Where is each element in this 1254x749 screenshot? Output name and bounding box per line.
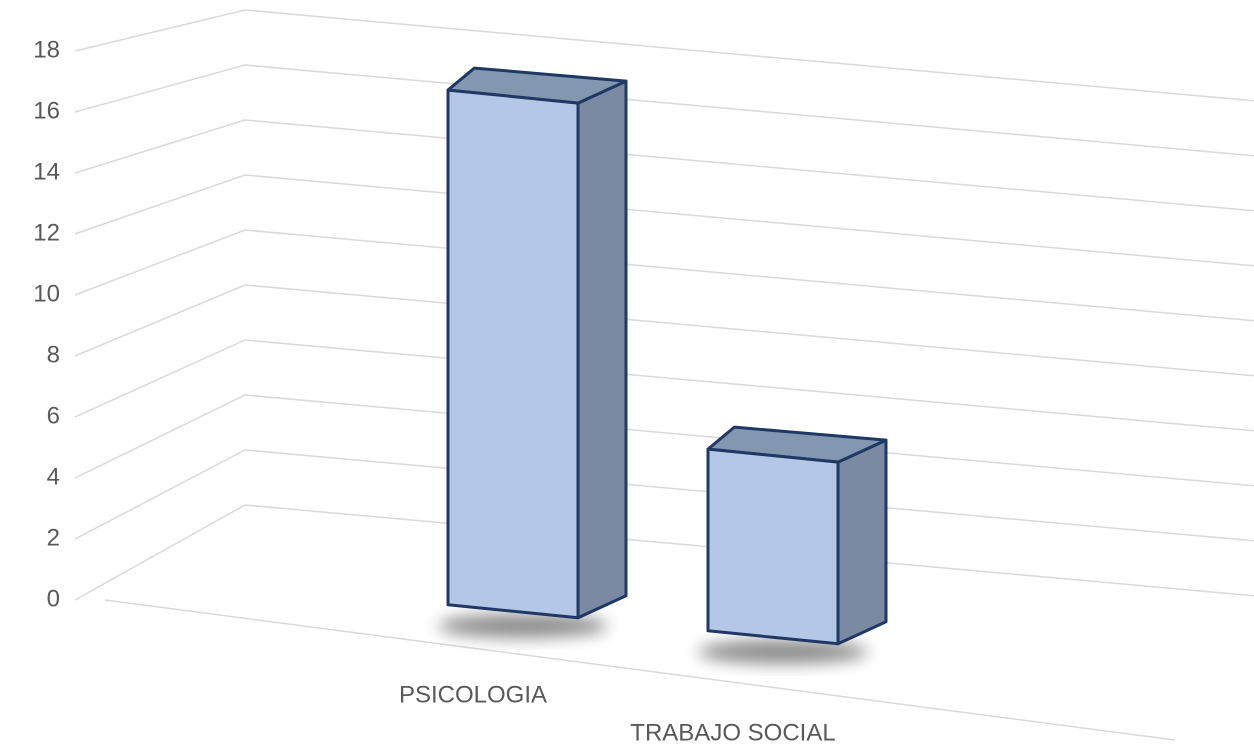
grid-line <box>74 504 1254 601</box>
grid-line <box>74 64 1254 157</box>
bar <box>446 88 580 620</box>
floor-edge <box>104 599 1176 741</box>
y-tick-label: 12 <box>33 219 60 246</box>
grid-line <box>74 229 1254 322</box>
bar <box>706 447 840 646</box>
grid-line <box>74 174 1254 267</box>
y-tick-label: 6 <box>47 402 60 429</box>
y-tick-label: 8 <box>47 341 60 368</box>
bar-shadow <box>438 613 608 638</box>
grid-line <box>74 119 1254 212</box>
grid-line <box>74 394 1254 487</box>
grid-line <box>74 284 1254 377</box>
grid-line <box>74 339 1254 432</box>
y-tick-label: 10 <box>33 280 60 307</box>
y-tick-label: 0 <box>47 585 60 612</box>
y-tick-label: 2 <box>47 524 60 551</box>
grid-line <box>74 9 1254 102</box>
bar-side <box>576 79 628 620</box>
x-tick-label: TRABAJO SOCIAL <box>630 720 835 747</box>
y-tick-label: 14 <box>33 158 60 185</box>
y-tick-label: 18 <box>33 36 60 63</box>
bar-shadow <box>698 639 868 664</box>
y-tick-label: 16 <box>33 97 60 124</box>
x-tick-label: PSICOLOGIA <box>399 682 547 709</box>
y-tick-label: 4 <box>47 463 60 490</box>
bar-side <box>836 438 888 646</box>
grid-line <box>74 449 1254 542</box>
